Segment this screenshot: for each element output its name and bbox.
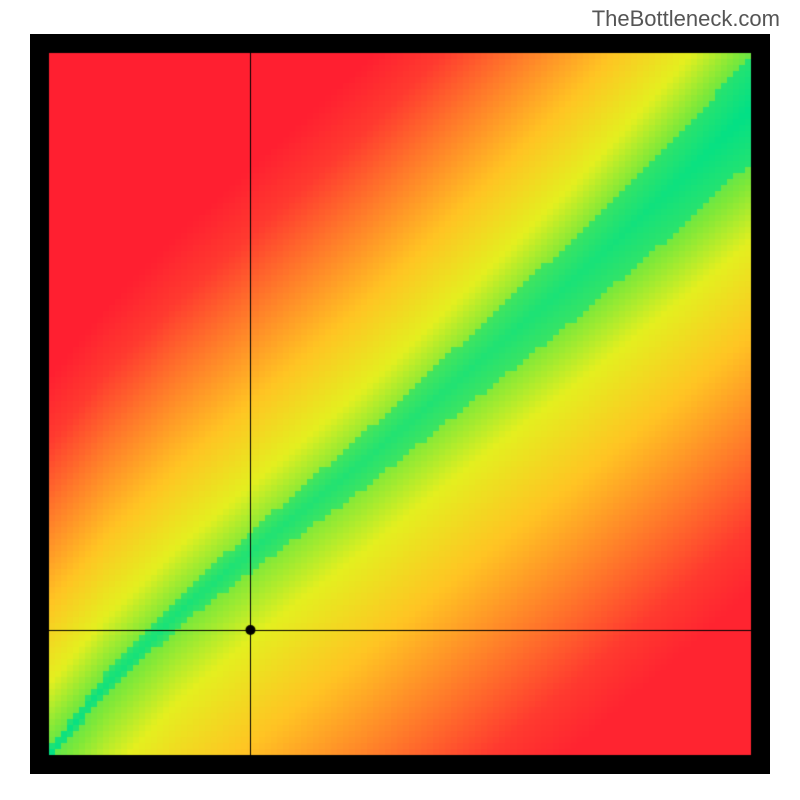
plot-frame: [30, 34, 770, 774]
attribution-label: TheBottleneck.com: [592, 6, 780, 32]
heatmap-canvas: [30, 34, 770, 774]
chart-container: TheBottleneck.com: [0, 0, 800, 800]
